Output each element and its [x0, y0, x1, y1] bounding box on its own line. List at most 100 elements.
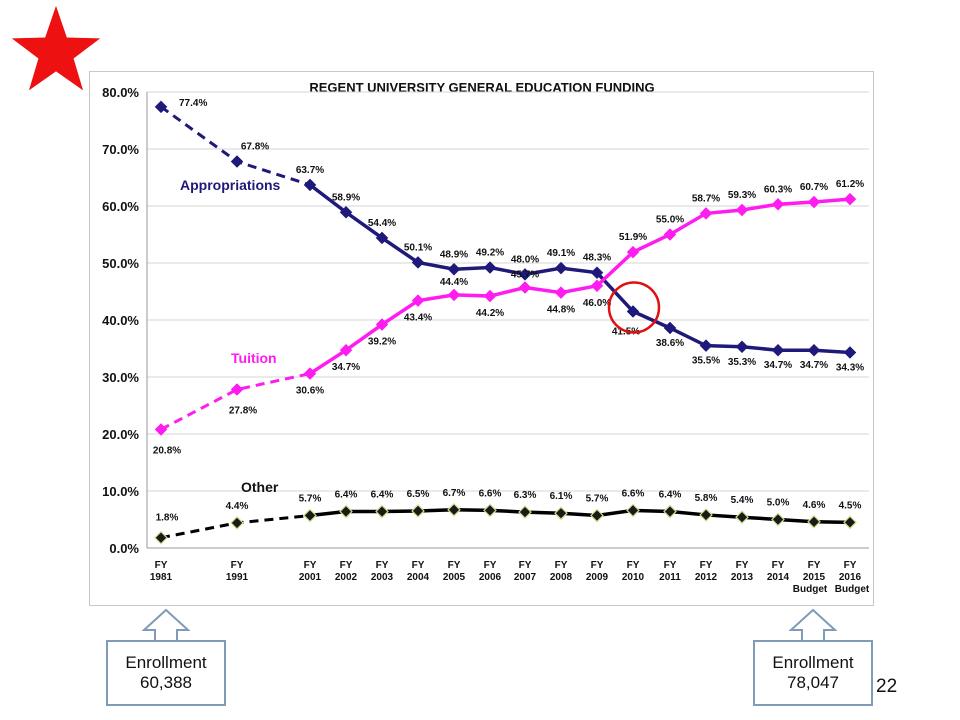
tuition-data-label: 20.8%: [153, 445, 181, 456]
appropriations-point: [735, 340, 749, 354]
x-tick-label: FY: [304, 560, 317, 571]
tuition-point: [626, 245, 640, 259]
y-tick-label: 50.0%: [102, 256, 139, 271]
appropriations-series-name: Appropriations: [180, 177, 281, 193]
x-tick-label: FY: [664, 560, 677, 571]
other-series-name: Other: [241, 479, 279, 495]
x-tick-label: FY: [448, 560, 461, 571]
appropriations-data-label: 77.4%: [179, 98, 207, 109]
appropriations-data-label: 54.4%: [368, 218, 396, 229]
other-point: [154, 530, 168, 545]
appropriations-point: [447, 262, 461, 276]
other-point: [554, 506, 568, 521]
tuition-data-label: 45.7%: [511, 270, 539, 281]
x-tick-label: FY: [700, 560, 713, 571]
tuition-point: [154, 423, 168, 436]
x-tick-label: FY: [231, 560, 244, 571]
appropriations-point: [554, 261, 568, 275]
x-tick-label: FY: [484, 560, 497, 571]
tuition-data-label: 44.4%: [440, 277, 468, 288]
appropriations-point: [339, 205, 353, 219]
other-point: [230, 516, 244, 530]
x-tick-label: FY: [376, 560, 389, 571]
tuition-data-label: 44.2%: [476, 308, 504, 319]
tuition-point: [483, 289, 497, 303]
tuition-point: [735, 203, 749, 217]
x-tick-label: 2009: [586, 572, 609, 583]
other-data-label: 6.1%: [550, 491, 573, 502]
tuition-data-label: 55.0%: [656, 215, 684, 226]
tuition-data-label: 46.0%: [583, 298, 611, 309]
y-tick-label: 60.0%: [102, 199, 139, 214]
appropriations-data-label: 48.9%: [440, 249, 468, 260]
enrollment-callout-right: Enrollment 78,047: [753, 608, 873, 708]
appropriations-point: [518, 268, 532, 281]
other-data-label: 5.0%: [767, 498, 790, 509]
other-data-label: 6.4%: [371, 490, 394, 501]
x-tick-label: FY: [808, 560, 821, 571]
tuition-point: [230, 383, 244, 396]
appropriations-data-label: 49.2%: [476, 248, 504, 259]
x-tick-label: FY: [155, 560, 168, 571]
appropriations-data-label: 35.3%: [728, 357, 756, 368]
appropriations-point: [483, 261, 497, 274]
enrollment-box-left: Enrollment 60,388: [106, 640, 226, 706]
appropriations-series-line-dashed: [160, 105, 311, 187]
x-tick-label: 2014: [767, 572, 790, 583]
other-data-label: 6.7%: [443, 488, 466, 499]
tuition-data-label: 34.7%: [332, 362, 360, 373]
tuition-data-label: 43.4%: [404, 313, 432, 324]
tuition-point: [339, 343, 353, 357]
tuition-point: [303, 367, 317, 380]
other-data-label: 4.4%: [226, 501, 249, 512]
other-point: [447, 502, 461, 517]
highlight-circle: [607, 281, 661, 334]
chart-frame: REGENT UNIVERSITY GENERAL EDUCATION FUND…: [89, 71, 874, 606]
other-point: [626, 503, 640, 518]
x-tick-label: FY: [591, 560, 604, 571]
enrollment-value-left: 60,388: [140, 673, 192, 692]
tuition-data-label: 58.7%: [692, 193, 720, 204]
other-point: [483, 503, 497, 518]
y-tick-label: 40.0%: [102, 313, 139, 328]
tuition-point: [663, 228, 677, 241]
y-tick-label: 20.0%: [102, 427, 139, 442]
tuition-data-label: 39.2%: [368, 337, 396, 348]
tuition-series-line-dashed: [160, 372, 311, 431]
tuition-data-label: 61.2%: [836, 179, 864, 190]
tuition-point: [554, 286, 568, 299]
other-point: [843, 515, 857, 530]
x-tick-label: FY: [519, 560, 532, 571]
tuition-point: [518, 281, 532, 294]
appropriations-data-label: 48.0%: [511, 254, 539, 265]
tuition-data-label: 44.8%: [547, 305, 575, 316]
other-data-label: 5.7%: [299, 494, 322, 505]
appropriations-point: [230, 155, 244, 168]
other-data-label: 6.3%: [514, 490, 537, 501]
other-point: [735, 510, 749, 525]
x-tick-label: Budget: [793, 584, 828, 595]
tuition-data-label: 27.8%: [229, 406, 257, 417]
other-series-line: [309, 508, 851, 525]
x-tick-label: FY: [627, 560, 640, 571]
x-tick-label: 2011: [659, 572, 681, 583]
appropriations-data-label: 67.8%: [241, 142, 269, 153]
x-tick-label: FY: [555, 560, 568, 571]
other-data-label: 6.4%: [659, 490, 682, 501]
other-point: [411, 504, 425, 518]
other-point: [663, 504, 677, 519]
other-data-label: 4.6%: [803, 500, 826, 511]
appropriations-point: [154, 100, 168, 114]
x-tick-label: 2004: [407, 572, 430, 583]
x-tick-label: 2010: [622, 572, 645, 583]
x-tick-label: 2001: [299, 572, 322, 583]
chart-title: REGENT UNIVERSITY GENERAL EDUCATION FUND…: [309, 80, 654, 95]
appropriations-point: [699, 339, 713, 353]
other-data-label: 1.8%: [156, 513, 179, 524]
y-tick-label: 30.0%: [102, 370, 139, 385]
page-number: 22: [876, 676, 898, 697]
other-data-label: 4.5%: [839, 500, 862, 511]
x-tick-label: Budget: [835, 584, 870, 595]
appropriations-data-label: 50.1%: [404, 242, 432, 253]
other-data-label: 5.8%: [695, 493, 718, 504]
